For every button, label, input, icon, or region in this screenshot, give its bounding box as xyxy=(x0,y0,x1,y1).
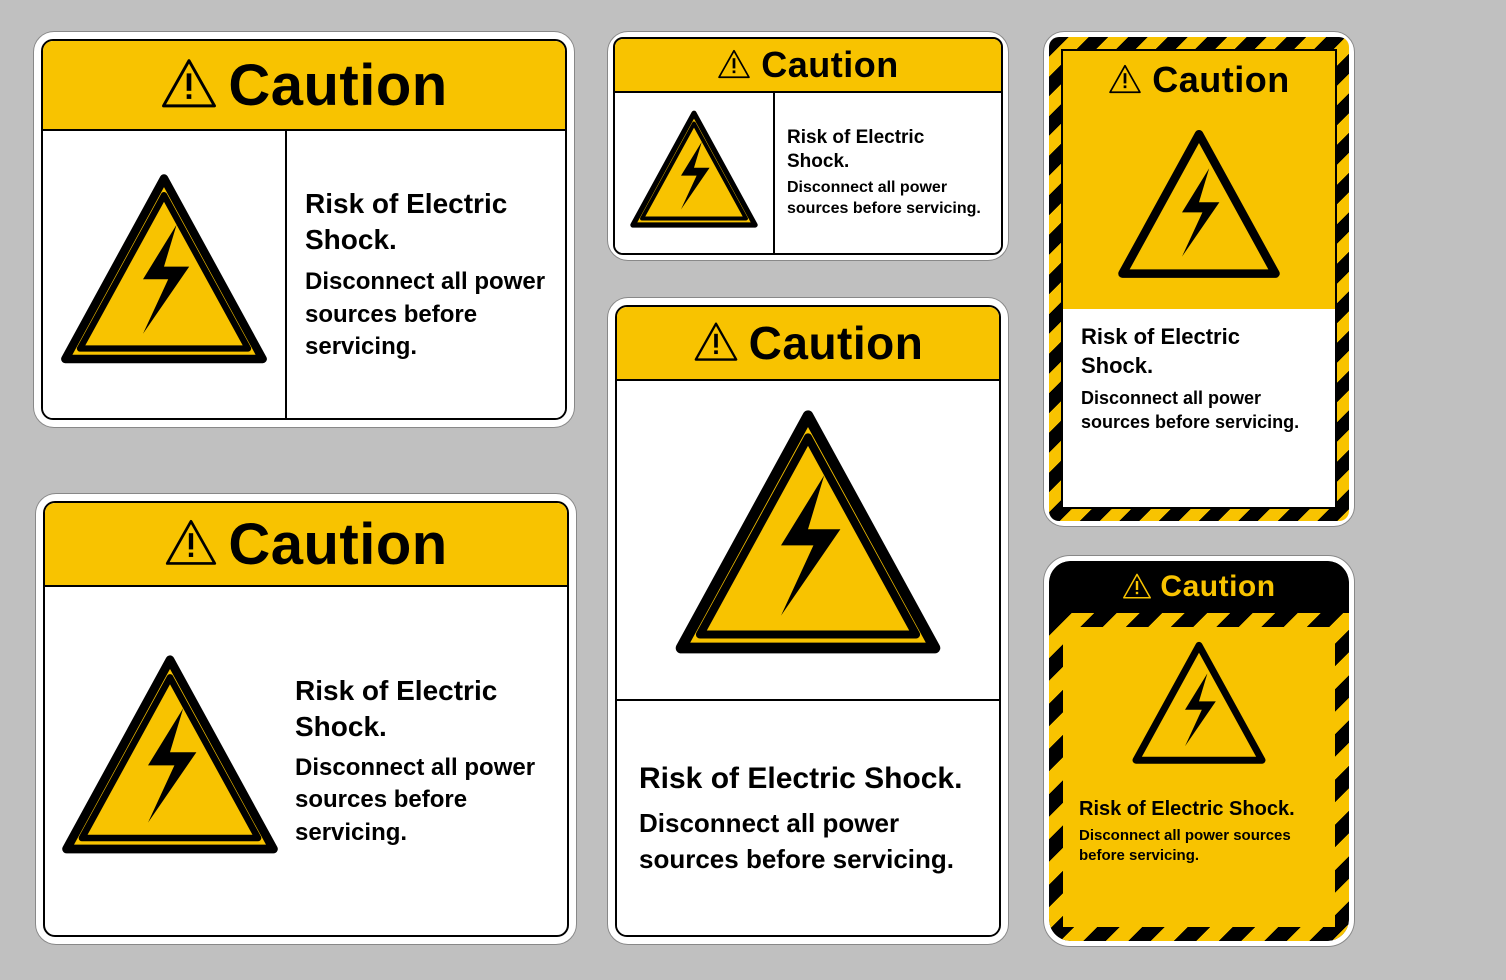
caution-label: Caution xyxy=(761,44,898,86)
caution-label: Caution xyxy=(228,511,447,578)
alert-icon xyxy=(160,56,218,114)
risk-title: Risk of Electric Shock. xyxy=(787,126,989,174)
caution-sign-6: Caution Risk of Electric Shock. Disconne… xyxy=(1044,556,1354,946)
caution-label: Caution xyxy=(1160,570,1275,604)
risk-title: Risk of Electric Shock. xyxy=(295,673,547,746)
shock-icon xyxy=(1129,637,1269,777)
risk-sub: Disconnect all power sources before serv… xyxy=(639,806,977,876)
risk-title: Risk of Electric Shock. xyxy=(1079,797,1319,822)
caution-label: Caution xyxy=(228,52,447,119)
shock-icon xyxy=(629,108,759,238)
caution-label: Caution xyxy=(749,316,924,370)
caution-sign-3: Caution Risk of Electric Shock. Disconne… xyxy=(608,32,1008,260)
risk-title: Risk of Electric Shock. xyxy=(639,759,977,798)
alert-icon xyxy=(1108,63,1142,97)
shock-icon xyxy=(60,651,280,871)
risk-title: Risk of Electric Shock. xyxy=(1081,323,1317,380)
risk-sub: Disconnect all power sources before serv… xyxy=(305,266,547,363)
caution-sign-5: Caution Risk of Electric Shock. Disconne… xyxy=(1044,32,1354,526)
caution-sign-2: Caution Risk of Electric Shock. Disconne… xyxy=(36,494,576,944)
alert-icon xyxy=(717,48,751,82)
alert-icon xyxy=(1122,572,1152,602)
shock-icon xyxy=(1114,124,1284,294)
shock-icon xyxy=(59,170,269,380)
risk-title: Risk of Electric Shock. xyxy=(305,186,547,259)
risk-sub: Disconnect all power sources before serv… xyxy=(1081,386,1317,435)
risk-sub: Disconnect all power sources before serv… xyxy=(787,178,989,220)
alert-icon xyxy=(164,517,218,571)
alert-icon xyxy=(693,320,739,366)
shock-icon xyxy=(673,405,943,675)
caution-label: Caution xyxy=(1152,59,1289,101)
caution-sign-4: Caution Risk of Electric Shock. Disconne… xyxy=(608,298,1008,944)
caution-sign-1: Caution Risk of Electric Shock. Disconne… xyxy=(34,32,574,427)
risk-sub: Disconnect all power sources before serv… xyxy=(1079,826,1319,865)
risk-sub: Disconnect all power sources before serv… xyxy=(295,752,547,849)
